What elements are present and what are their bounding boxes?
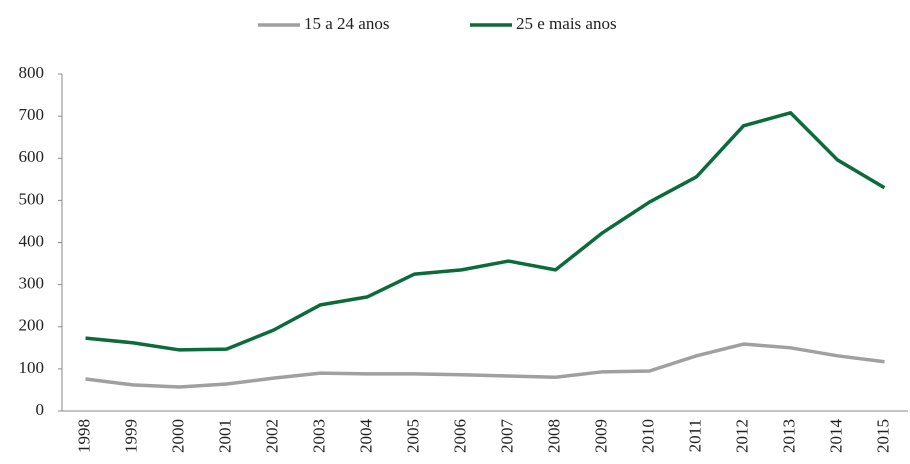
x-tick-label: 2001 [215, 419, 234, 453]
x-tick-label: 2002 [262, 419, 281, 453]
legend-label: 15 a 24 anos [304, 14, 389, 33]
x-tick-label: 1999 [121, 419, 140, 453]
x-tick-label: 2004 [356, 419, 375, 454]
x-tick-label: 2013 [779, 419, 798, 453]
x-tick-label: 2005 [403, 419, 422, 453]
x-tick-label: 1998 [74, 419, 93, 453]
x-tick-label: 2010 [638, 419, 657, 453]
y-tick-label: 300 [19, 274, 45, 293]
y-tick-label: 400 [19, 231, 45, 250]
x-tick-label: 2011 [685, 419, 704, 452]
y-tick-label: 0 [36, 400, 45, 419]
x-tick-label: 2015 [873, 419, 892, 453]
x-tick-label: 2008 [544, 419, 563, 453]
y-tick-label: 200 [19, 316, 45, 335]
x-tick-label: 2012 [732, 419, 751, 453]
y-tick-label: 100 [19, 358, 45, 377]
x-tick-label: 2000 [168, 419, 187, 453]
y-tick-label: 500 [19, 189, 45, 208]
y-tick-label: 700 [19, 105, 45, 124]
y-tick-label: 800 [19, 63, 45, 82]
x-tick-label: 2003 [309, 419, 328, 453]
line-series [85, 342, 885, 389]
x-tick-label: 2009 [591, 419, 610, 453]
line-series [85, 111, 886, 352]
legend-label: 25 e mais anos [516, 14, 617, 33]
y-tick-label: 600 [19, 147, 45, 166]
x-tick-label: 2006 [450, 419, 469, 453]
x-tick-label: 2014 [826, 419, 845, 454]
x-tick-label: 2007 [497, 419, 516, 454]
